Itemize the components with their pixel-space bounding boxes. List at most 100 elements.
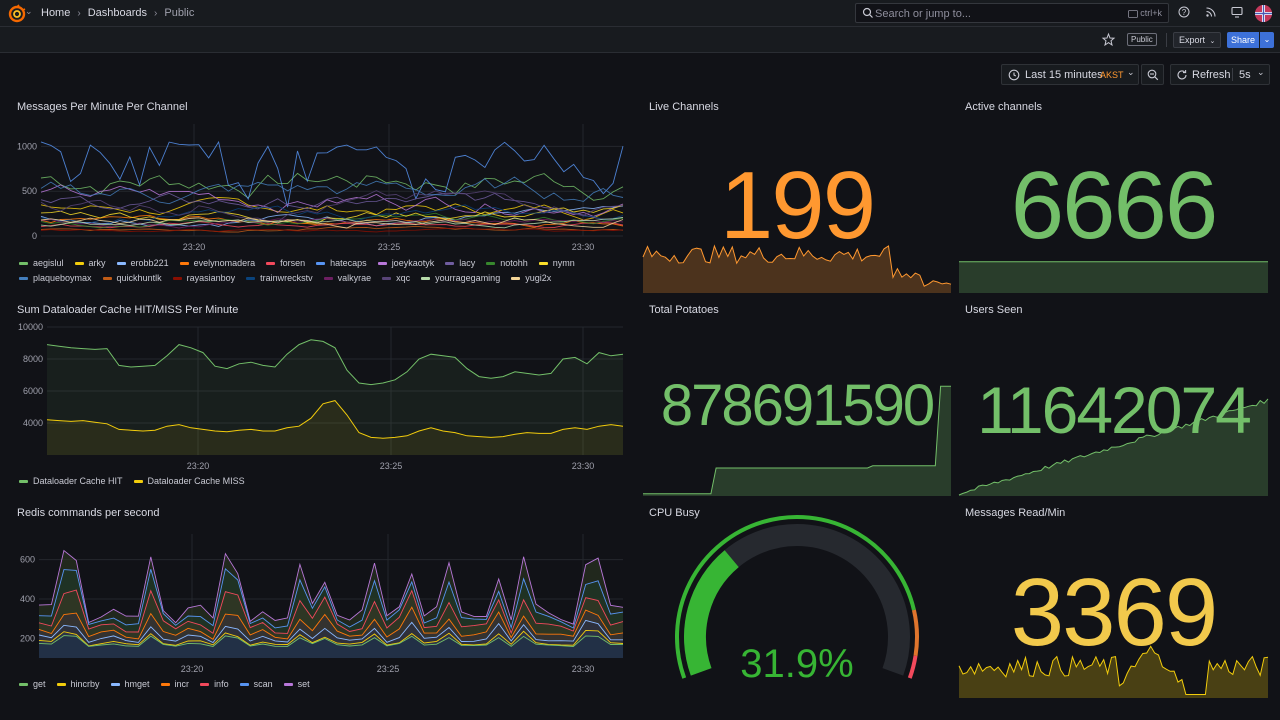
legend-item[interactable]: set [283,679,310,689]
legend-item[interactable]: erobb221 [116,258,169,268]
help-icon[interactable]: ? [1178,6,1190,18]
series-line [38,589,624,635]
panel-users-seen: Users Seen 11642074 [958,304,1269,496]
rss-icon[interactable] [1205,6,1217,18]
legend-item[interactable]: get [19,679,46,689]
series-line [38,619,623,644]
breadcrumb-dashboards[interactable]: Dashboards [87,7,148,19]
legend-item[interactable]: arky [74,258,106,268]
legend-item[interactable]: scan [239,679,273,689]
monitor-icon[interactable] [1231,6,1243,18]
legend-item[interactable]: evelynomadera [179,258,255,268]
menu-chevron-icon[interactable]: ⌄ [25,6,33,16]
time-range-label: Last 15 minutes [1025,69,1103,81]
legend-label: arky [88,258,106,268]
y-tick-label: 0 [32,231,37,241]
panel-title[interactable]: Messages Read/Min [965,507,1066,519]
legend-item[interactable]: aegislul [19,258,64,268]
search-input[interactable]: Search or jump to... ctrl+k [855,3,1169,23]
refresh-button[interactable]: Refresh 5s ⌄ [1170,64,1270,85]
live-channels-value: 199 [719,152,876,259]
avatar[interactable] [1255,5,1272,22]
time-range-picker[interactable]: Last 15 minutes AKST ⌄ [1001,64,1139,85]
legend-item[interactable]: info [200,679,229,689]
legend-label: incr [174,679,190,689]
legend-label: rayasianboy [186,273,236,283]
legend-label: hatecaps [330,258,367,268]
legend-item[interactable]: hmget [110,679,150,689]
legend-item[interactable]: yugi2x [511,273,551,283]
legend-label: get [33,679,46,689]
series-line [40,214,624,228]
legend-label: valkyrae [337,273,372,283]
legend-item[interactable]: valkyrae [323,273,372,283]
panel-title[interactable]: Redis commands per second [17,507,160,519]
x-tick-label: 23:30 [572,242,595,252]
legend-item[interactable]: Dataloader Cache HIT [19,476,123,486]
zoom-out-button[interactable] [1141,64,1164,85]
series-area [47,400,623,455]
panel-title[interactable]: Users Seen [965,304,1023,316]
sparkline-line [642,244,952,287]
public-badge: Public [1127,33,1157,46]
breadcrumb-home[interactable]: Home [41,7,71,19]
series-line [46,400,624,439]
chevron-down-icon: ⌄ [1257,67,1265,77]
legend-item[interactable]: hatecaps [316,258,367,268]
y-tick-label: 500 [22,186,37,196]
legend-item[interactable]: yourragegaming [421,273,500,283]
share-button[interactable]: Share [1227,32,1259,48]
star-icon[interactable] [1101,32,1116,47]
legend-label: info [214,679,229,689]
gauge-threshold-red [907,655,918,679]
legend-item[interactable]: trainwreckstv [246,273,313,283]
sparkline-line [643,385,951,495]
panel-active-channels: Active channels 6666 [959,101,1268,293]
panel-title[interactable]: Sum Dataloader Cache HIT/MISS Per Minute [17,304,239,316]
breadcrumb-current: Public [164,7,195,19]
series-line [40,225,624,233]
series-line [40,217,624,229]
share-options-chevron-icon[interactable]: ⌄ [1260,32,1274,48]
panel-title[interactable]: Total Potatoes [649,304,719,316]
breadcrumb: Home › Dashboards › Public [41,7,194,19]
legend-item[interactable]: hincrby [56,679,100,689]
legend-item[interactable]: quickhuntlk [102,273,162,283]
legend-item[interactable]: rayasianboy [172,273,236,283]
legend-item[interactable]: lacy [445,258,475,268]
legend-swatch [266,261,276,265]
legend-swatch [160,682,170,686]
legend-item[interactable]: incr [160,679,190,689]
users-seen-sparkline [958,398,1269,496]
x-tick-label: 23:20 [181,664,204,674]
y-tick-label: 200 [20,633,35,643]
legend-item[interactable]: notohh [486,258,528,268]
legend-item[interactable]: Dataloader Cache MISS [133,476,245,486]
chevron-right-icon: › [77,7,81,19]
active-channels-sparkline [959,261,1268,293]
zoom-out-icon [1147,69,1159,81]
legend-item[interactable]: forsen [266,258,305,268]
legend-item[interactable]: nymn [538,258,575,268]
y-tick-label: 6000 [23,386,43,396]
panel-redis-commands: Redis commands per second 200 400 600 23:20… [17,507,629,697]
svg-text:?: ? [1182,8,1187,17]
grafana-logo-icon[interactable] [8,4,26,23]
legend-label: aegislul [33,258,64,268]
legend-item[interactable]: xqc [382,273,410,283]
legend-item[interactable]: plaqueboymax [19,273,92,283]
panel-title[interactable]: Messages Per Minute Per Channel [17,101,188,113]
panel-title[interactable]: Active channels [965,101,1043,113]
sparkline-area [643,246,951,293]
sparkline-area [959,261,1268,293]
legend-swatch [377,261,387,265]
export-button[interactable]: Export ⌄ [1173,32,1222,48]
total-potatoes-sparkline [643,385,951,496]
panel-title[interactable]: Live Channels [649,101,719,113]
panel-title[interactable]: CPU Busy [649,507,700,519]
legend-swatch [133,479,143,483]
legend-item[interactable]: joeykaotyk [377,258,434,268]
refresh-interval[interactable]: 5s [1239,69,1251,81]
series-line [40,216,624,229]
legend-swatch [74,261,84,265]
